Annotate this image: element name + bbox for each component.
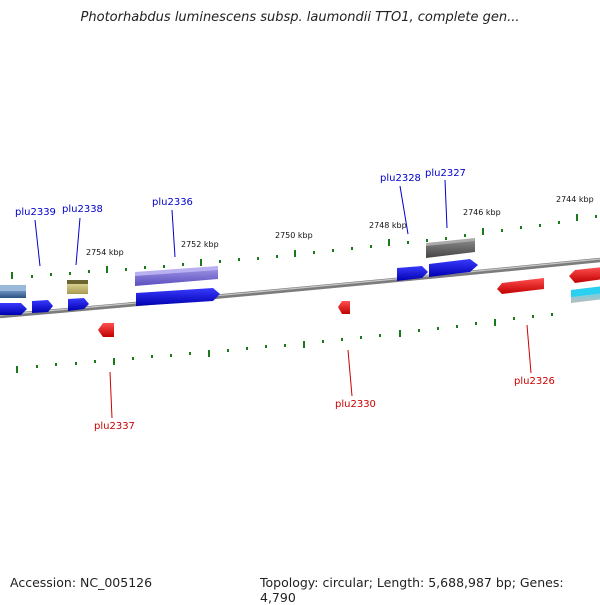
gene-label-plu2338[interactable]: plu2338: [62, 204, 103, 215]
forward-scale-ticks: [11, 214, 597, 279]
gene-label-plu2328[interactable]: plu2328: [380, 173, 421, 184]
scale-label-2746: 2746 kbp: [463, 208, 501, 217]
gene-plu2330[interactable]: [338, 301, 350, 314]
gene-plu2326[interactable]: [497, 278, 544, 294]
leader-plu2327: [444, 179, 448, 229]
gene-plu2336[interactable]: [135, 266, 218, 286]
gene-label-plu2337[interactable]: plu2337: [94, 421, 135, 432]
scale-label-2752: 2752 kbp: [181, 240, 219, 249]
scale-label-2754: 2754 kbp: [86, 248, 124, 257]
leader-plu2326: [526, 324, 532, 374]
gene-label-plu2327[interactable]: plu2327: [425, 168, 466, 179]
topology-summary: Topology: circular; Length: 5,688,987 bp…: [260, 575, 564, 605]
leader-plu2336: [171, 209, 176, 258]
gene-plu2337[interactable]: [98, 323, 114, 337]
scale-label-2744: 2744 kbp: [556, 195, 594, 204]
leader-plu2338: [75, 217, 81, 266]
leader-plu2330: [347, 349, 353, 397]
gene-plu2338[interactable]: [67, 280, 88, 294]
gene-blue-right[interactable]: [429, 259, 478, 277]
leader-plu2337: [109, 371, 113, 419]
gene-label-plu2330[interactable]: plu2330: [335, 399, 376, 410]
gene-label-plu2339[interactable]: plu2339: [15, 207, 56, 218]
scale-label-2750: 2750 kbp: [275, 231, 313, 240]
gene-label-plu2326[interactable]: plu2326: [514, 376, 555, 387]
gene-plu2339[interactable]: [32, 300, 53, 313]
gene-plu2327[interactable]: [426, 238, 475, 258]
leader-plu2328: [399, 185, 409, 235]
gene-blue-small[interactable]: [68, 298, 89, 311]
gene-label-plu2336[interactable]: plu2336: [152, 197, 193, 208]
accession-label: Accession: NC_005126: [10, 575, 153, 590]
gene-cyan-right[interactable]: [571, 286, 600, 303]
gene-steel-left[interactable]: [0, 285, 26, 298]
leader-plu2339: [34, 219, 41, 267]
reverse-scale-ticks: [16, 313, 553, 373]
gene-red-right[interactable]: [569, 267, 600, 283]
gene-blue-left[interactable]: [0, 303, 27, 315]
gene-blue-long[interactable]: [136, 288, 220, 306]
scale-label-2748: 2748 kbp: [369, 221, 407, 230]
map-title: Photorhabdus luminescens subsp. laumondi…: [80, 10, 520, 25]
gene-plu2328[interactable]: [397, 266, 428, 281]
